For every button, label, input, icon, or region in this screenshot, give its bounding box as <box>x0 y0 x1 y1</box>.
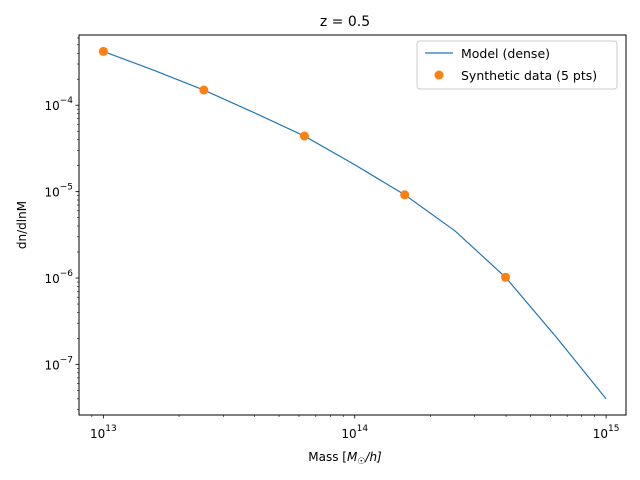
data-point <box>400 190 410 200</box>
data-point <box>299 131 309 141</box>
y-axis-label: dn/dlnM <box>15 201 29 249</box>
x-tick-label: 1015 <box>593 424 620 441</box>
y-axis-ticks: 10−7 10−6 10−5 10−4 <box>44 96 79 372</box>
y-tick-label: 10−7 <box>44 355 73 372</box>
legend: Model (dense) Synthetic data (5 pts) <box>416 40 618 90</box>
legend-data-swatch <box>434 70 444 80</box>
plot-area <box>79 35 626 415</box>
model-line-layer <box>103 50 607 400</box>
y-minor-ticks <box>77 37 79 410</box>
x-axis-label: Mass [M☉/h] <box>308 450 382 467</box>
data-point <box>199 85 209 95</box>
x-tick-label: 1013 <box>90 424 117 441</box>
x-minor-ticks <box>91 415 595 417</box>
y-tick-label: 10−4 <box>44 96 73 113</box>
y-tick-label: 10−5 <box>44 183 73 200</box>
x-tick-label: 1014 <box>341 424 368 441</box>
plot-frame <box>78 34 627 416</box>
legend-model-label: Model (dense) <box>461 46 550 61</box>
model-line <box>103 50 607 400</box>
y-tick-label: 10−6 <box>44 269 73 286</box>
data-points-layer <box>98 46 511 282</box>
data-point <box>501 272 511 282</box>
data-point <box>98 46 108 56</box>
legend-data-label: Synthetic data (5 pts) <box>461 68 597 83</box>
legend-box <box>416 40 618 90</box>
x-axis-ticks: 1013 1014 1015 <box>90 415 619 441</box>
chart-title: z = 0.5 <box>320 14 370 30</box>
